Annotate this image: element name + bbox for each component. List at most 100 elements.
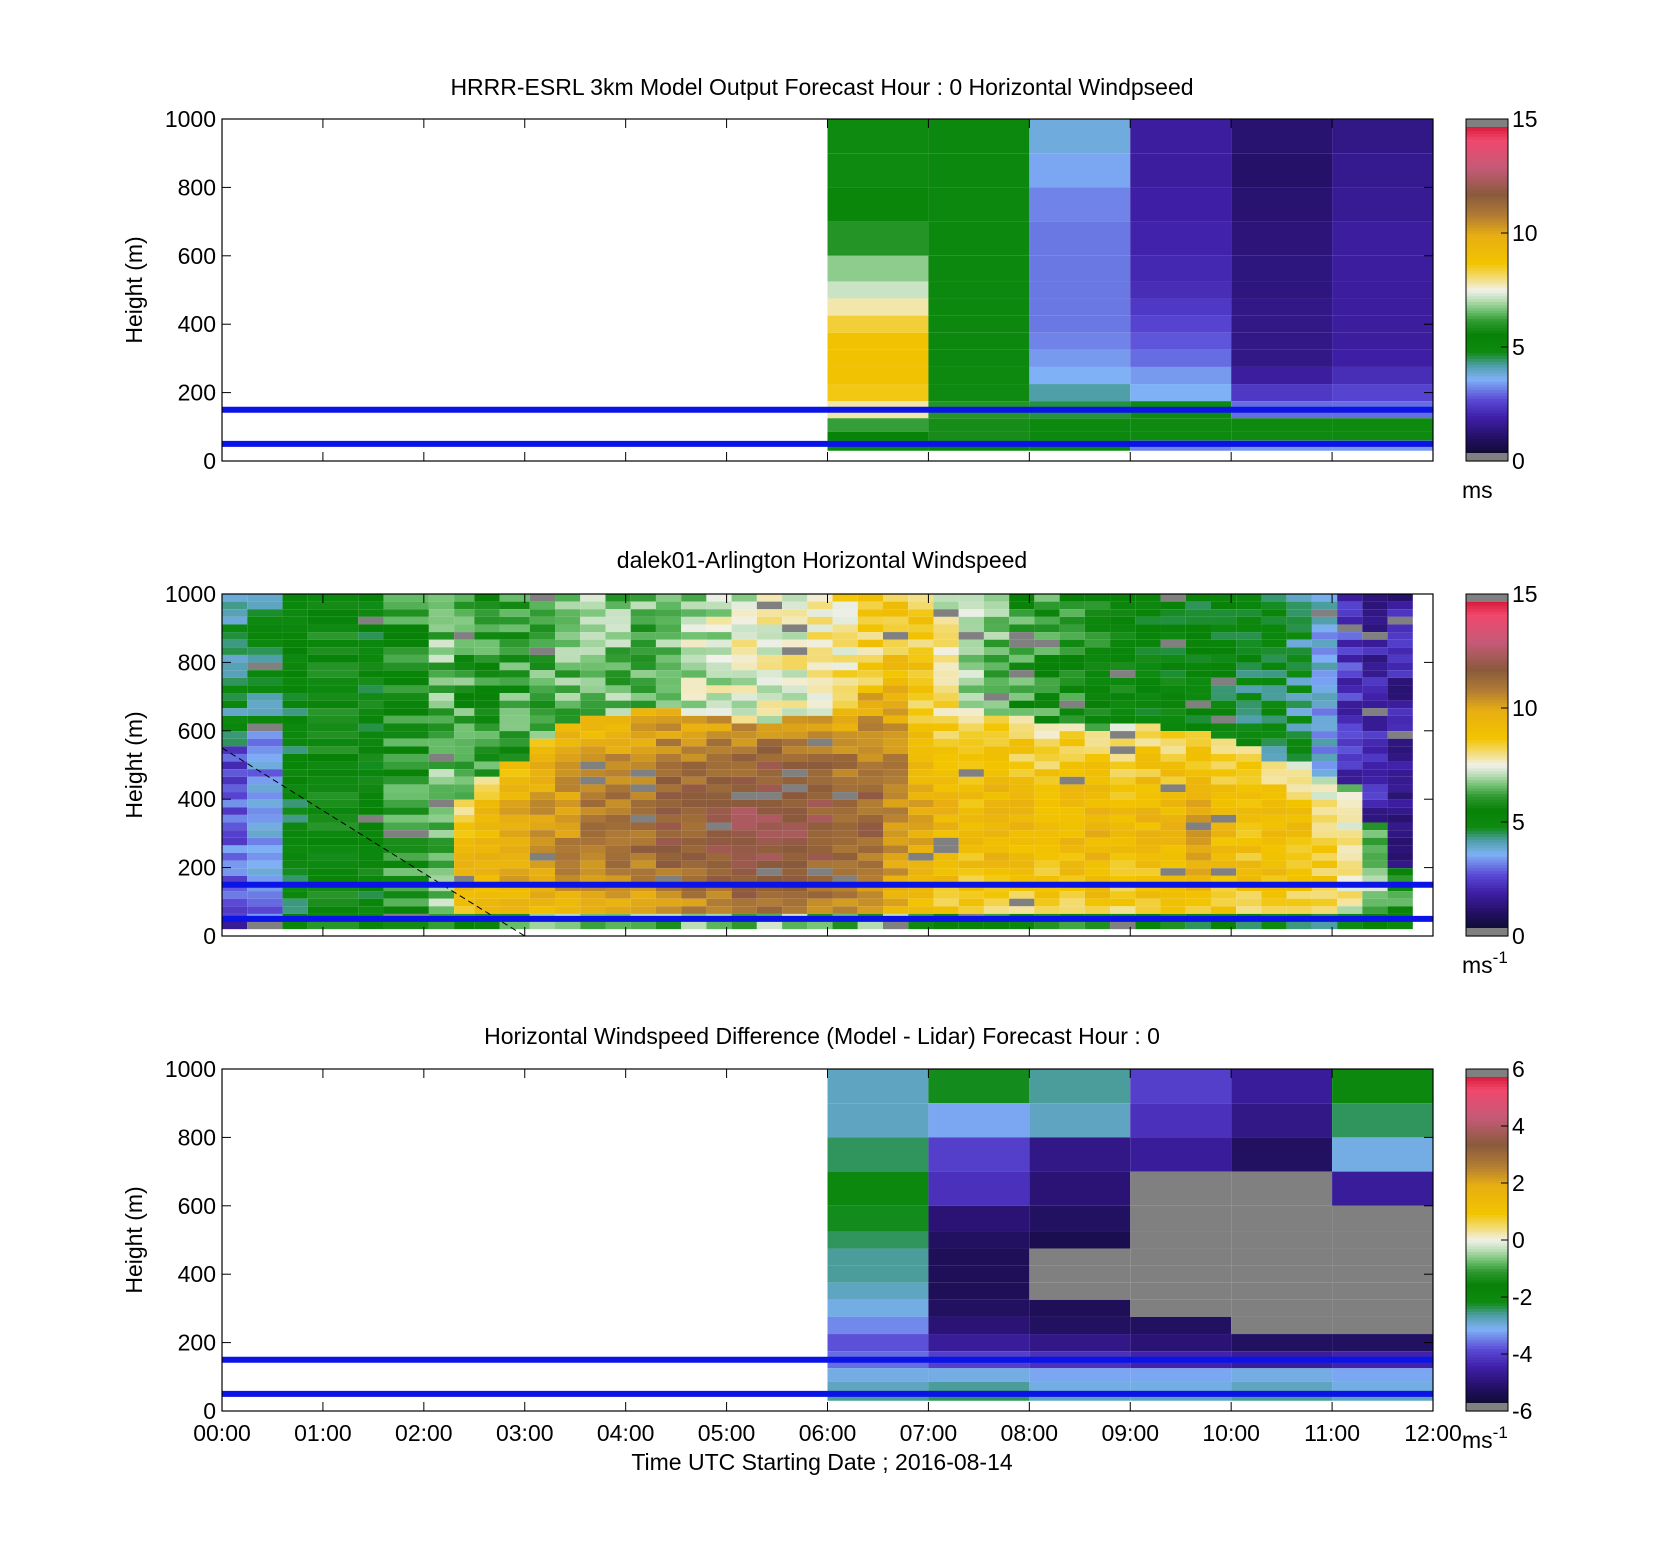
heatmap-cell xyxy=(1286,632,1312,640)
colorbar-segment xyxy=(1466,1114,1508,1119)
heatmap-cell xyxy=(555,654,581,663)
heatmap-cell xyxy=(908,807,934,815)
heatmap-cell xyxy=(222,632,248,640)
heatmap-cell xyxy=(630,609,656,617)
colorbar-segment xyxy=(1466,1208,1508,1213)
heatmap-cell xyxy=(222,624,248,633)
heatmap-cell xyxy=(1210,746,1237,754)
heatmap-cell xyxy=(928,1265,1030,1283)
heatmap-cell xyxy=(1185,868,1211,876)
colorbar-segment xyxy=(1466,676,1508,681)
heatmap-cell xyxy=(756,639,783,648)
heatmap-cell xyxy=(1231,1205,1333,1232)
heatmap-cell xyxy=(1311,700,1338,709)
heatmap-cell xyxy=(807,677,833,686)
heatmap-cell xyxy=(1210,723,1237,732)
heatmap-cell xyxy=(1059,624,1085,633)
heatmap-cell xyxy=(832,852,858,861)
colorbar-segment xyxy=(1466,247,1508,251)
heatmap-cell xyxy=(756,814,783,823)
y-tick-label: 200 xyxy=(178,380,216,406)
heatmap-cell xyxy=(307,799,359,808)
heatmap-cell xyxy=(655,723,682,732)
heatmap-cell xyxy=(383,677,429,686)
heatmap-cell xyxy=(555,784,581,793)
heatmap-cell xyxy=(358,632,384,640)
heatmap-cell xyxy=(1029,153,1131,188)
heatmap-cell xyxy=(681,776,707,785)
heatmap-cell xyxy=(499,814,530,823)
heatmap-cell xyxy=(1029,349,1131,367)
heatmap-cell xyxy=(706,776,732,785)
heatmap-cell xyxy=(1009,822,1035,831)
heatmap-cell xyxy=(605,715,631,724)
heatmap-cell xyxy=(358,700,384,709)
heatmap-cell xyxy=(499,639,530,648)
y-tick-label: 0 xyxy=(203,923,216,949)
heatmap-cell xyxy=(1059,685,1085,694)
heatmap-cell xyxy=(1332,1299,1433,1317)
y-tick-label: 800 xyxy=(178,1124,216,1150)
heatmap-cell xyxy=(529,761,556,770)
heatmap-cell xyxy=(1387,921,1413,930)
heatmap-cell xyxy=(655,670,682,678)
heatmap-cell xyxy=(499,731,530,739)
colorbar-segment xyxy=(1466,904,1508,909)
heatmap-cell xyxy=(605,677,631,686)
heatmap-cell xyxy=(383,776,429,785)
heatmap-cell xyxy=(499,708,530,716)
colorbar-segment xyxy=(1466,1285,1508,1290)
heatmap-cell xyxy=(630,891,656,899)
heatmap-cell xyxy=(756,807,783,815)
heatmap-cell xyxy=(1185,784,1211,793)
heatmap-cell xyxy=(1185,875,1211,884)
colorbar-segment xyxy=(1466,241,1508,245)
heatmap-cell xyxy=(605,807,631,815)
heatmap-cell xyxy=(1034,677,1060,686)
heatmap-cell xyxy=(1236,814,1262,823)
heatmap-cell xyxy=(1009,632,1035,640)
heatmap-cell xyxy=(1337,837,1363,846)
heatmap-cell xyxy=(222,860,248,869)
heatmap-cell xyxy=(1029,221,1131,256)
heatmap-cell xyxy=(756,609,783,617)
heatmap-cell xyxy=(630,875,656,884)
heatmap-cell xyxy=(983,700,1010,709)
heatmap-cell xyxy=(1387,860,1413,869)
heatmap-cell xyxy=(1210,639,1237,648)
heatmap-cell xyxy=(605,746,631,754)
heatmap-cell xyxy=(655,639,682,648)
heatmap-cell xyxy=(827,431,929,441)
heatmap-cell xyxy=(1009,769,1035,777)
heatmap-cell xyxy=(928,281,1030,299)
heatmap-cell xyxy=(908,906,934,914)
colorbar-segment xyxy=(1466,796,1508,800)
heatmap-cell xyxy=(580,700,606,709)
heatmap-cell xyxy=(681,723,707,732)
heatmap-cell xyxy=(883,731,909,739)
heatmap-cell xyxy=(1210,670,1237,678)
heatmap-cell xyxy=(1332,298,1433,316)
heatmap-cell xyxy=(1034,906,1060,914)
heatmap-cell xyxy=(782,822,808,831)
heatmap-cell xyxy=(580,624,606,633)
heatmap-cell xyxy=(1236,852,1262,861)
colorbar-segment xyxy=(1466,1388,1508,1392)
heatmap-cell xyxy=(454,715,475,724)
heatmap-cell xyxy=(1261,875,1287,884)
heatmap-cell xyxy=(1185,654,1211,663)
heatmap-cell xyxy=(1110,799,1136,808)
heatmap-cell xyxy=(1286,845,1312,853)
heatmap-cell xyxy=(1034,654,1060,663)
heatmap-cell xyxy=(832,860,858,869)
heatmap-cell xyxy=(1110,784,1136,793)
heatmap-cell xyxy=(1059,860,1085,869)
heatmap-cell xyxy=(655,845,682,853)
heatmap-cell xyxy=(756,594,783,602)
heatmap-cell xyxy=(1084,609,1111,617)
heatmap-cell xyxy=(1332,119,1433,154)
heatmap-cell xyxy=(883,814,909,823)
heatmap-cell xyxy=(933,715,959,724)
heatmap-cell xyxy=(908,753,934,762)
heatmap-cell xyxy=(1029,119,1131,154)
